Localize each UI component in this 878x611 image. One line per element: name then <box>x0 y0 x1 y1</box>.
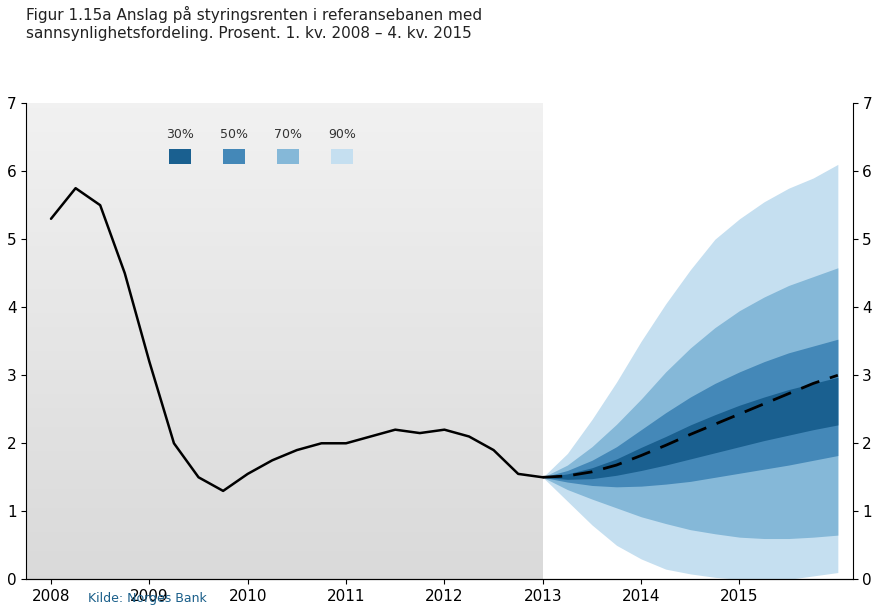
Bar <box>169 150 191 164</box>
Title: Figur 1.15a Anslag på styringsrenten i referansebanen med
sannsynlighetsfordelin: Figur 1.15a Anslag på styringsrenten i r… <box>26 6 482 41</box>
Text: 50%: 50% <box>220 128 248 141</box>
Bar <box>277 150 299 164</box>
Text: 30%: 30% <box>166 128 193 141</box>
Bar <box>223 150 244 164</box>
Text: 90%: 90% <box>327 128 356 141</box>
Text: 70%: 70% <box>274 128 302 141</box>
Text: Kilde: Norges Bank: Kilde: Norges Bank <box>88 592 206 605</box>
Bar <box>331 150 353 164</box>
